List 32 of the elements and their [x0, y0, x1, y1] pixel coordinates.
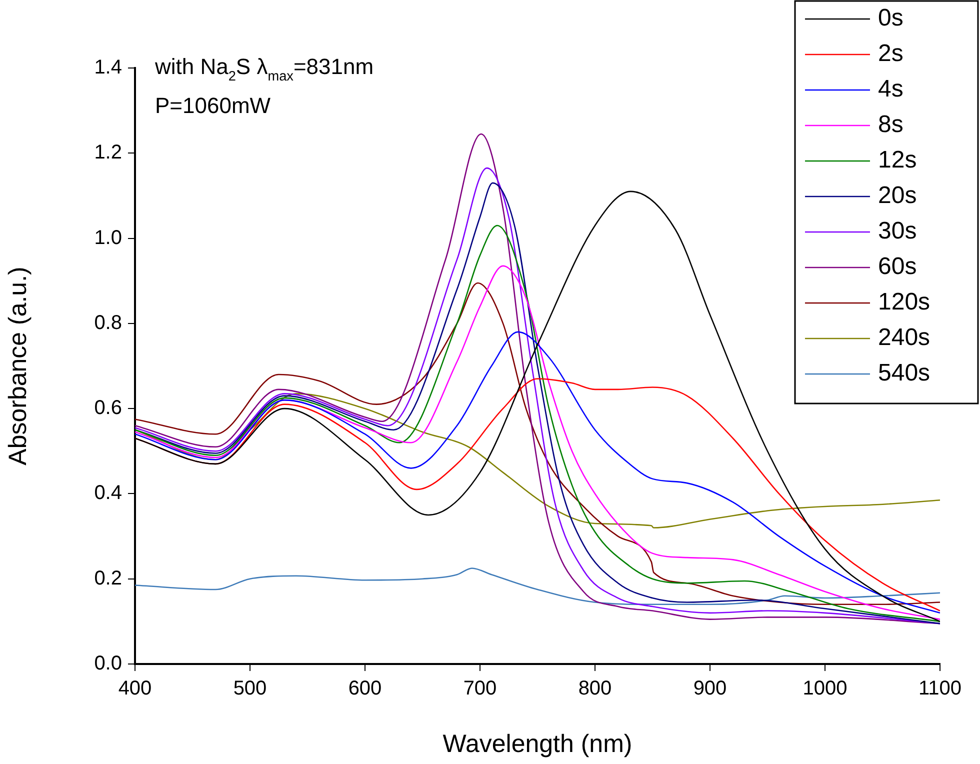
- legend-label: 12s: [878, 146, 917, 174]
- y-tick-label: 1.0: [94, 226, 122, 249]
- x-tick-label: 1000: [802, 678, 848, 700]
- legend-label: 540s: [878, 360, 930, 387]
- x-tick-label: 600: [348, 678, 382, 700]
- x-tick-label: 900: [693, 678, 727, 700]
- x-tick-label: 500: [233, 678, 267, 700]
- annotation: P=1060mW: [155, 93, 271, 118]
- y-tick-label: 1.2: [94, 142, 122, 164]
- y-tick-label: 0.2: [94, 567, 122, 590]
- y-tick-label: 0.4: [94, 482, 122, 504]
- line-series: [135, 393, 940, 528]
- y-axis-title: Absorbance (a.u.): [4, 266, 32, 466]
- x-axis-title: Wavelength (nm): [442, 730, 632, 758]
- legend-label: 120s: [878, 288, 930, 316]
- line-series: [135, 568, 940, 606]
- x-tick-label: 700: [463, 678, 497, 700]
- y-tick-label: 0.0: [94, 652, 122, 675]
- legend-label: 8s: [878, 111, 904, 138]
- legend-label: 30s: [878, 218, 917, 245]
- y-tick-label: 0.6: [94, 397, 122, 420]
- legend-label: 2s: [878, 40, 904, 68]
- legend-label: 240s: [878, 324, 930, 352]
- y-tick-label: 1.4: [94, 56, 122, 79]
- x-tick-label: 400: [118, 678, 152, 700]
- y-tick-label: 0.8: [94, 312, 122, 334]
- legend-label: 20s: [878, 182, 917, 210]
- x-tick-label: 1100: [918, 678, 962, 700]
- legend-label: 60s: [878, 253, 917, 280]
- x-tick-label: 800: [578, 678, 612, 700]
- legend-label: 0s: [878, 4, 904, 32]
- legend-label: 4s: [878, 76, 904, 103]
